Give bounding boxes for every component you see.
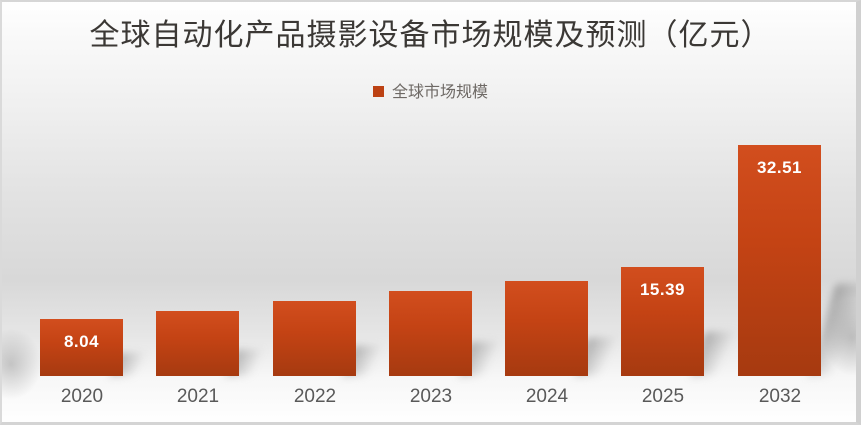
bar-2023[interactable]	[389, 291, 472, 376]
bar-2024[interactable]	[505, 281, 588, 376]
category-label: 2020	[60, 386, 104, 407]
category-label: 2023	[409, 386, 453, 407]
category-label: 2025	[641, 386, 685, 407]
category-label: 2032	[758, 386, 802, 407]
bar-2021[interactable]	[156, 311, 239, 376]
bar-2020[interactable]: 8.04	[40, 319, 123, 376]
chart-title: 全球自动化产品摄影设备市场规模及预测（亿元）	[89, 19, 772, 52]
category-label: 2024	[525, 386, 569, 407]
category-label: 2022	[293, 386, 337, 407]
bar-2025[interactable]: 15.39	[621, 267, 704, 376]
legend-label: 全球市场规模	[391, 84, 488, 101]
legend[interactable]: 全球市场规模	[0, 78, 861, 102]
legend-swatch-icon	[372, 85, 384, 97]
bar-data-label: 32.51	[756, 158, 803, 177]
category-label: 2021	[176, 386, 220, 407]
bar-2022[interactable]	[273, 301, 356, 376]
bar-data-label: 15.39	[639, 280, 686, 299]
bar-2032[interactable]: 32.51	[738, 145, 821, 376]
page-shadow-left	[0, 328, 42, 400]
bar-data-label: 8.04	[63, 332, 100, 351]
